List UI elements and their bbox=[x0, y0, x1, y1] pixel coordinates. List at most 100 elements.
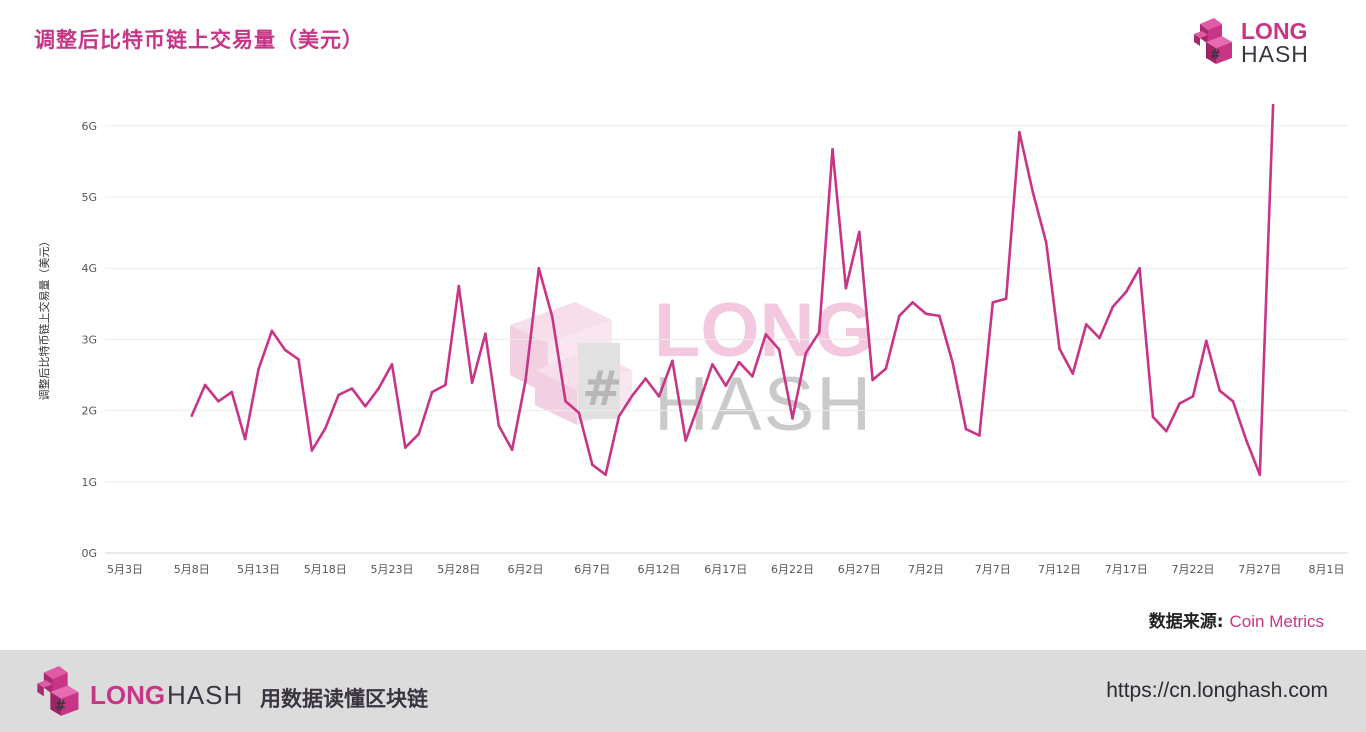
data-point bbox=[1205, 339, 1208, 343]
data-point bbox=[924, 312, 928, 316]
data-point bbox=[257, 368, 260, 371]
data-point bbox=[404, 446, 407, 449]
watermark-word-hash: HASH bbox=[654, 362, 873, 447]
data-point bbox=[1178, 402, 1181, 405]
x-tick-label: 7月2日 bbox=[908, 563, 944, 576]
y-tick-label: 0G bbox=[81, 547, 97, 560]
x-tick-label: 5月28日 bbox=[437, 563, 480, 576]
data-point bbox=[1218, 389, 1221, 393]
data-point bbox=[297, 358, 300, 361]
data-point bbox=[617, 415, 621, 418]
line-chart: # LONG HASH 0G 1G 2G 3G 4G 5G 6G 5月3日 5月8日 5月13日… bbox=[37, 103, 1348, 576]
y-tick-label: 2G bbox=[81, 405, 97, 418]
data-point bbox=[524, 379, 527, 383]
series-line bbox=[190, 103, 1275, 476]
series-line-group bbox=[190, 103, 1275, 477]
data-point bbox=[1071, 372, 1075, 375]
footer-url-link[interactable]: https://cn.longhash.com bbox=[1106, 679, 1328, 702]
data-point bbox=[671, 359, 674, 363]
data-point bbox=[697, 402, 701, 405]
data-point bbox=[1031, 190, 1035, 194]
data-point bbox=[283, 348, 287, 352]
y-tick-label: 1G bbox=[81, 476, 97, 489]
watermark-mascot-icon: # bbox=[510, 302, 632, 425]
longhash-logo[interactable]: # LONG HASH bbox=[1192, 18, 1322, 70]
data-point bbox=[604, 473, 607, 477]
data-point bbox=[777, 348, 781, 351]
data-point bbox=[1004, 297, 1008, 301]
data-point bbox=[871, 378, 874, 382]
data-point bbox=[791, 417, 794, 420]
data-point bbox=[537, 266, 541, 270]
data-point bbox=[1018, 130, 1021, 134]
data-point bbox=[430, 390, 434, 394]
footer-mascot-icon: # bbox=[37, 666, 79, 716]
x-tick-label: 6月27日 bbox=[838, 563, 881, 576]
data-point bbox=[217, 400, 220, 403]
data-point bbox=[938, 314, 941, 318]
data-point bbox=[764, 333, 768, 336]
data-point bbox=[724, 384, 728, 388]
data-point bbox=[1151, 415, 1155, 419]
footer-slogan: 用数据读懂区块链 bbox=[260, 687, 428, 711]
data-point bbox=[350, 387, 354, 390]
data-point bbox=[591, 463, 594, 467]
y-tick-label: 4G bbox=[81, 262, 97, 275]
data-point bbox=[1125, 290, 1128, 294]
data-point bbox=[497, 424, 501, 427]
x-axis-tick-labels: 5月3日 5月8日 5月13日 5月18日 5月23日 5月28日 6月2日 6月7日 6月12… bbox=[107, 563, 1345, 576]
data-point bbox=[550, 315, 554, 318]
y-tick-label: 5G bbox=[81, 191, 97, 204]
data-point bbox=[884, 367, 888, 370]
watermark-word-long: LONG bbox=[654, 288, 874, 373]
data-point bbox=[457, 284, 461, 288]
x-tick-label: 6月17日 bbox=[704, 563, 747, 576]
data-point bbox=[737, 360, 741, 364]
data-point bbox=[1084, 323, 1088, 326]
data-point bbox=[911, 301, 914, 304]
data-point bbox=[657, 395, 661, 398]
footer-logo-word-hash: HASH bbox=[167, 680, 244, 710]
data-point bbox=[631, 394, 634, 397]
source-name[interactable]: Coin Metrics bbox=[1229, 612, 1324, 631]
data-point bbox=[417, 432, 421, 436]
y-tick-label: 3G bbox=[81, 333, 97, 346]
svg-text:#: # bbox=[582, 361, 622, 417]
x-tick-label: 5月23日 bbox=[371, 563, 414, 576]
data-point bbox=[991, 301, 995, 304]
data-point bbox=[844, 286, 848, 290]
data-point bbox=[1138, 266, 1141, 270]
data-point bbox=[510, 448, 514, 452]
data-point bbox=[898, 314, 901, 318]
logo-word-long: LONG bbox=[1241, 18, 1308, 44]
data-point bbox=[1058, 347, 1061, 351]
x-tick-label: 7月27日 bbox=[1238, 563, 1281, 576]
data-point bbox=[564, 400, 567, 403]
data-point bbox=[243, 437, 247, 441]
x-tick-label: 5月18日 bbox=[304, 563, 347, 576]
data-point bbox=[577, 411, 581, 415]
logo-word-hash: HASH bbox=[1241, 41, 1309, 67]
data-point bbox=[470, 381, 474, 385]
y-axis-label: 调整后比特币链上交易量（美元） bbox=[37, 236, 51, 401]
data-point bbox=[711, 363, 714, 366]
x-tick-label: 6月2日 bbox=[508, 563, 544, 576]
data-point bbox=[203, 383, 207, 387]
x-tick-label: 8月1日 bbox=[1309, 563, 1345, 576]
x-tick-label: 5月3日 bbox=[107, 563, 143, 576]
y-axis-tick-labels: 0G 1G 2G 3G 4G 5G 6G bbox=[81, 120, 97, 560]
data-point bbox=[1271, 103, 1275, 107]
y-tick-label: 6G bbox=[81, 120, 97, 133]
watermark: # LONG HASH bbox=[510, 288, 874, 447]
data-point bbox=[310, 449, 314, 452]
x-tick-label: 5月13日 bbox=[237, 563, 280, 576]
svg-text:#: # bbox=[55, 698, 67, 714]
data-point bbox=[364, 405, 367, 408]
data-point bbox=[337, 393, 340, 397]
data-point bbox=[1258, 473, 1262, 477]
data-point bbox=[230, 390, 234, 394]
data-point bbox=[804, 351, 808, 355]
data-point bbox=[1231, 400, 1235, 403]
footer-bar: # LONG HASH 用数据读懂区块链 https://cn.longhash… bbox=[0, 650, 1366, 732]
data-point bbox=[817, 331, 821, 334]
